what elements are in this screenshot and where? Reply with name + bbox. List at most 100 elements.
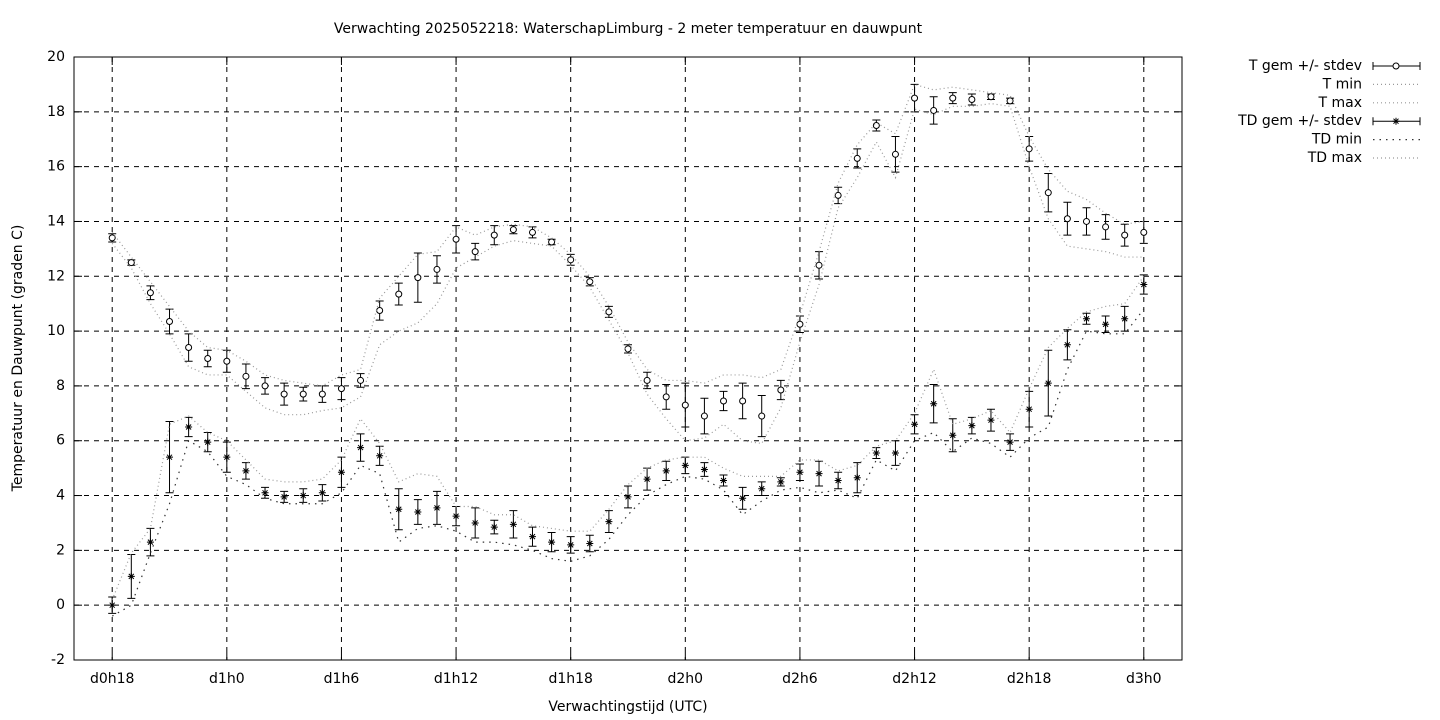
x-tick-label: d1h0 [209, 671, 245, 687]
data-point [567, 256, 575, 264]
y-tick-label: 20 [47, 49, 65, 65]
data-point [452, 235, 460, 243]
data-point [853, 474, 861, 482]
data-point [146, 538, 154, 546]
data-point [337, 468, 345, 476]
data-point [528, 533, 536, 541]
data-point [108, 601, 116, 609]
data-point [1121, 315, 1129, 323]
data-point [490, 231, 498, 239]
data-point [586, 540, 594, 548]
data-point [452, 512, 460, 520]
data-point [490, 523, 498, 531]
data-point [815, 470, 823, 478]
data-point [739, 494, 747, 502]
data-point [528, 228, 536, 236]
data-point [891, 150, 899, 158]
x-tick-label: d2h12 [892, 671, 936, 687]
y-tick-label: 14 [47, 213, 65, 229]
data-point [872, 449, 880, 457]
data-point [127, 259, 135, 266]
data-point [624, 493, 632, 501]
data-point [166, 453, 174, 461]
data-point [968, 96, 976, 103]
data-point [471, 248, 479, 256]
data-point [700, 466, 708, 474]
data-point [471, 519, 479, 527]
data-point [949, 431, 957, 439]
x-tick-label: d3h0 [1126, 671, 1162, 687]
data-point [337, 385, 345, 393]
data-point [433, 265, 441, 273]
data-point [1082, 218, 1090, 225]
x-axis-label: Verwachtingstijd (UTC) [548, 699, 707, 715]
legend-label: T gem +/- stdev [1248, 58, 1362, 74]
data-point [796, 468, 804, 476]
y-tick-label: 2 [56, 542, 65, 558]
data-point [567, 541, 575, 549]
data-point [1082, 315, 1090, 323]
data-point [643, 475, 651, 483]
data-point [1025, 145, 1033, 153]
y-tick-label: 16 [47, 159, 65, 175]
legend-label: T max [1317, 95, 1362, 111]
plot-frame [73, 56, 1183, 661]
data-point [624, 345, 632, 353]
data-point [1063, 341, 1071, 349]
data-point [777, 386, 785, 394]
data-point [395, 290, 403, 298]
data-point [911, 94, 919, 102]
data-point [414, 508, 422, 516]
data-point [299, 390, 307, 398]
y-tick-label: 0 [56, 597, 65, 613]
data-point [357, 377, 365, 384]
data-point [261, 489, 269, 497]
data-point [891, 449, 899, 457]
data-point [1102, 320, 1110, 328]
data-point [318, 489, 326, 497]
x-tick-label: d0h18 [90, 671, 134, 687]
data-point [1006, 438, 1014, 446]
data-point [280, 390, 288, 398]
data-point [949, 94, 957, 102]
data-point [146, 289, 154, 297]
data-point [548, 538, 556, 546]
data-point [720, 397, 728, 405]
data-point [777, 478, 785, 486]
data-point [1140, 228, 1148, 236]
data-point [509, 520, 517, 528]
data-point [223, 453, 231, 461]
data-point [700, 412, 708, 420]
data-point [376, 452, 384, 460]
x-tick-label: d1h18 [548, 671, 592, 687]
data-point [739, 397, 747, 405]
x-tick-label: d1h6 [324, 671, 360, 687]
data-point [204, 438, 212, 446]
data-point [605, 518, 613, 526]
data-point [261, 382, 269, 390]
data-point [796, 320, 804, 328]
y-tick-label: 12 [47, 268, 65, 284]
data-point [548, 238, 556, 246]
x-tick-label: d2h0 [668, 671, 704, 687]
data-point [1102, 223, 1110, 231]
legend-label: T min [1322, 76, 1362, 92]
data-point [357, 444, 365, 452]
data-point [185, 344, 193, 351]
data-point [643, 377, 651, 384]
data-point [1044, 189, 1052, 197]
data-point [911, 420, 919, 428]
data-point [681, 401, 689, 409]
data-point [204, 355, 212, 362]
data-point [280, 493, 288, 501]
y-tick-label: 18 [47, 104, 65, 120]
legend-marker [1392, 62, 1400, 70]
data-point [1063, 215, 1071, 223]
y-axis-label: Temperatuur en Dauwpunt (graden C) [10, 225, 26, 493]
data-point [930, 107, 938, 114]
data-point [834, 191, 842, 199]
data-point [414, 274, 422, 282]
data-point [815, 261, 823, 269]
data-point [1006, 97, 1014, 105]
